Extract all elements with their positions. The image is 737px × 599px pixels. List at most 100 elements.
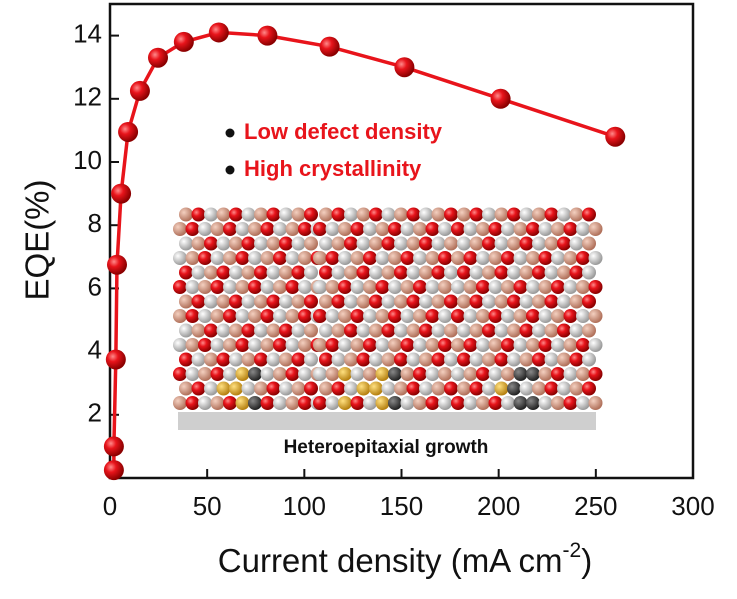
atom: [223, 396, 237, 410]
atom: [526, 251, 540, 265]
atom: [482, 265, 496, 280]
atom: [494, 265, 509, 280]
atom: [551, 251, 565, 265]
atom: [179, 236, 193, 251]
atom: [388, 280, 402, 294]
atom: [501, 251, 515, 265]
atom: [344, 207, 358, 222]
data-point: [605, 126, 626, 147]
atom: [444, 381, 458, 396]
data-point: [103, 460, 124, 481]
atom: [513, 280, 528, 294]
atom: [582, 236, 596, 251]
y-tick-label: 6: [88, 271, 102, 301]
atom: [451, 309, 465, 323]
atom: [363, 396, 377, 410]
atom: [210, 367, 225, 381]
atom: [198, 251, 212, 265]
atom: [444, 265, 458, 280]
atom: [325, 280, 340, 294]
atom: [394, 236, 408, 251]
atom: [582, 207, 596, 222]
atom: [444, 294, 458, 309]
atom: [291, 265, 306, 280]
atom: [576, 367, 590, 381]
atom: [488, 338, 503, 352]
atom: [191, 207, 206, 222]
atom: [457, 294, 471, 309]
atom: [241, 352, 256, 367]
atom: [185, 396, 200, 410]
atom: [425, 367, 440, 381]
data-point: [173, 31, 194, 52]
atom: [400, 396, 415, 410]
atom: [513, 338, 528, 352]
atom: [344, 236, 358, 251]
atom: [279, 207, 293, 222]
atom: [406, 323, 421, 338]
atom: [210, 396, 225, 410]
atom: [431, 236, 446, 251]
atom: [425, 338, 440, 352]
atom: [298, 280, 312, 294]
atom: [331, 352, 346, 367]
atom: [482, 236, 496, 251]
atom: [563, 338, 578, 352]
atom: [229, 323, 243, 338]
atom: [279, 294, 293, 309]
atom: [425, 396, 440, 410]
atom: [551, 222, 565, 236]
atom: [260, 251, 275, 265]
bullet: [225, 165, 235, 175]
atom: [413, 396, 427, 410]
x-axis-label-text: Current density (mA cm: [218, 542, 563, 579]
atom: [350, 251, 365, 265]
atom: [266, 323, 281, 338]
atom: [519, 352, 534, 367]
atom: [544, 207, 559, 222]
y-tick-label: 4: [88, 334, 102, 364]
atom: [254, 265, 268, 280]
atom: [375, 309, 390, 323]
atom: [388, 251, 402, 265]
atom: [350, 338, 365, 352]
atom: [588, 280, 603, 294]
atom: [463, 338, 478, 352]
atom: [544, 323, 559, 338]
atom: [375, 251, 390, 265]
atom: [557, 381, 571, 396]
atom: [248, 222, 262, 236]
atom: [325, 251, 340, 265]
atom: [331, 381, 346, 396]
y-tick-label: 12: [73, 82, 102, 112]
atom: [507, 323, 521, 338]
atom: [179, 381, 193, 396]
atom: [319, 381, 333, 396]
atom: [569, 294, 584, 309]
atom: [173, 280, 187, 294]
atom: [576, 396, 590, 410]
data-point: [111, 183, 132, 204]
atom: [425, 309, 440, 323]
atom: [363, 251, 377, 265]
atom: [260, 338, 275, 352]
atom: [507, 236, 521, 251]
atom: [291, 323, 306, 338]
atom: [235, 338, 250, 352]
atom: [325, 396, 340, 410]
atom: [576, 251, 590, 265]
atom: [375, 222, 390, 236]
atom: [519, 294, 534, 309]
atom: [519, 265, 534, 280]
data-point: [208, 22, 229, 43]
atom: [425, 251, 440, 265]
atom: [413, 338, 427, 352]
atom: [551, 309, 565, 323]
data-point: [103, 436, 124, 457]
atom: [235, 309, 250, 323]
atom: [463, 396, 478, 410]
atom: [369, 207, 383, 222]
atom: [576, 222, 590, 236]
atom: [248, 280, 262, 294]
atom: [526, 280, 540, 294]
